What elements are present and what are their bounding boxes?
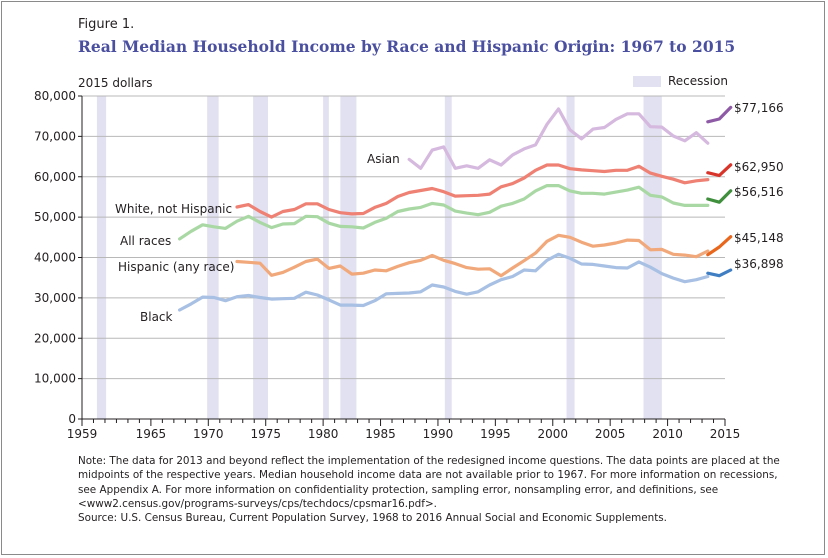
x-tick-label-1995: 1995 — [480, 427, 511, 441]
series-label-white-not-hispanic: White, not Hispanic — [115, 202, 232, 216]
y-tick-label-0: 0 — [68, 412, 76, 426]
y-tick-label-50000: 50,000 — [34, 210, 76, 224]
recession-legend-swatch — [633, 76, 661, 87]
series-line-black — [178, 252, 710, 312]
income-line-chart: 0 10,000 20,000 30,000 40,000 50,000 60,000 70,… — [34, 89, 784, 441]
end-value-label-black: $36,898 — [734, 257, 784, 271]
gridlines — [82, 95, 725, 380]
x-tick-label-1980: 1980 — [308, 427, 339, 441]
y-tick-label-10000: 10,000 — [34, 372, 76, 386]
x-tick-label-1990: 1990 — [423, 427, 454, 441]
end-value-label-all-races: $56,516 — [734, 185, 784, 199]
series-lines — [178, 105, 733, 312]
footnote-line-4: <www2.census.gov/programs-surveys/cps/te… — [78, 497, 437, 510]
series-line-redesign-asian — [706, 105, 733, 124]
series-line-redesign-all-races — [706, 189, 733, 204]
series-label-hispanic-any-race: Hispanic (any race) — [118, 260, 234, 274]
x-tick-label-1965: 1965 — [136, 427, 167, 441]
y-tick-label-40000: 40,000 — [34, 251, 76, 265]
series-label-asian: Asian — [367, 152, 400, 166]
y-tick-label-30000: 30,000 — [34, 291, 76, 305]
y-tick-label-70000: 70,000 — [34, 129, 76, 143]
series-line-redesign-white-not-hispanic — [706, 163, 733, 178]
chart-title: Real Median Household Income by Race and… — [78, 37, 736, 56]
x-tick-label-1975: 1975 — [250, 427, 281, 441]
x-tick-label-1985: 1985 — [365, 427, 396, 441]
series-line-white-not-hispanic — [235, 163, 710, 219]
y-axis-unit-label: 2015 dollars — [78, 76, 153, 90]
axes: 0 10,000 20,000 30,000 40,000 50,000 60,000 70,… — [34, 89, 740, 441]
recession-legend-label: Recession — [668, 74, 728, 88]
y-tick-label-80000: 80,000 — [34, 89, 76, 103]
series-line-redesign-black — [706, 268, 733, 278]
source-line: Source: U.S. Census Bureau, Current Popu… — [78, 512, 667, 525]
footnote-line-1: Note: The data for 2013 and beyond refle… — [78, 455, 780, 467]
end-value-label-white-not-hispanic: $62,950 — [734, 160, 784, 174]
footnote-line-3: see Appendix A. For more information on … — [78, 483, 719, 496]
series-label-black: Black — [140, 310, 173, 324]
y-tick-label-20000: 20,000 — [34, 331, 76, 345]
y-tick-label-60000: 60,000 — [34, 170, 76, 184]
series-label-all-races: All races — [120, 234, 171, 248]
series-line-asian — [407, 107, 710, 170]
x-tick-label-2010: 2010 — [652, 427, 683, 441]
x-tick-label-1959: 1959 — [67, 427, 98, 441]
x-tick-label-2015: 2015 — [710, 427, 741, 441]
end-value-label-asian: $77,166 — [734, 101, 784, 115]
x-tick-label-2000: 2000 — [537, 427, 568, 441]
series-labels: Asian $77,166 White, not Hispanic $62,950 Al… — [115, 101, 784, 324]
series-line-hispanic-any-race — [235, 233, 710, 278]
end-value-label-hispanic-any-race: $45,148 — [734, 231, 784, 245]
figure-label: Figure 1. — [78, 17, 135, 32]
series-line-all-races — [178, 184, 710, 241]
x-tick-label-2005: 2005 — [595, 427, 626, 441]
footnote: Note: The data for 2013 and beyond refle… — [78, 454, 798, 525]
footnote-line-2: midpoints of the respective years. Media… — [78, 469, 778, 482]
x-tick-label-1970: 1970 — [193, 427, 224, 441]
series-line-redesign-hispanic-any-race — [706, 235, 733, 257]
